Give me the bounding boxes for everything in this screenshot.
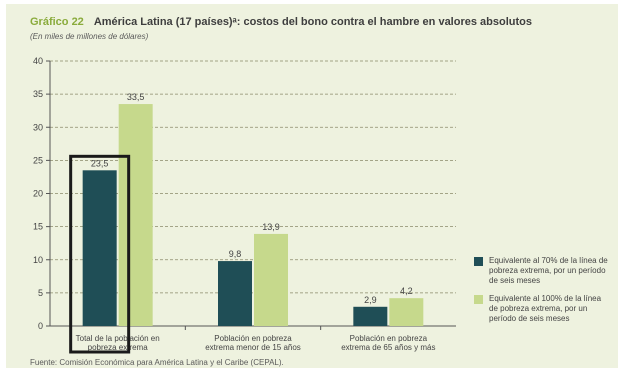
category-label: Población en pobreza extrema de 65 años y…	[341, 334, 435, 352]
legend-item-series-2: Equivalente al 100% de la línea de pobre…	[474, 294, 609, 324]
highlight-box	[69, 154, 131, 354]
data-label-series-2: 4,2	[400, 286, 413, 296]
legend-item-series-1: Equivalente al 70% de la línea de pobrez…	[474, 256, 609, 286]
data-label-series-2: 13,9	[262, 222, 280, 232]
bar-series-1	[353, 306, 388, 326]
chart-title: Gráfico 22 América Latina (17 países)ᵃ: c…	[30, 16, 532, 28]
y-tick-label: 40	[33, 56, 43, 66]
bar-series-2	[389, 298, 424, 326]
category-label: Total de la población en pobreza extrema	[76, 334, 160, 352]
y-tick-label: 30	[33, 122, 43, 132]
chart-title-text: América Latina (17 países)ᵃ: costos del …	[93, 16, 532, 28]
y-tick-label: 5	[38, 288, 43, 298]
data-label-series-1: 9,8	[229, 249, 242, 259]
legend-swatch-series-2	[474, 295, 483, 304]
legend-swatch-series-1	[474, 257, 483, 266]
legend-label-series-2: Equivalente al 100% de la línea de pobre…	[489, 294, 602, 323]
data-label-series-1: 23,5	[91, 158, 109, 168]
y-tick-label: 10	[33, 255, 43, 265]
data-label-series-2: 33,5	[127, 92, 145, 102]
bar-series-2	[254, 233, 288, 326]
y-tick-label: 35	[33, 89, 43, 99]
y-tick-label: 15	[33, 222, 43, 232]
data-label-series-1: 2,9	[364, 295, 377, 305]
chart-number: Gráfico 22	[30, 16, 84, 28]
bar-series-1	[82, 170, 117, 326]
legend-label-series-1: Equivalente al 70% de la línea de pobrez…	[489, 256, 608, 285]
category-label: Población en pobreza extrema menor de 15 …	[205, 334, 301, 352]
bar-series-2	[118, 104, 153, 326]
source-note: Fuente: Comisión Económica para América …	[30, 358, 284, 367]
chart-subtitle: (En miles de millones de dólares)	[30, 32, 149, 41]
y-tick-label: 20	[33, 189, 43, 199]
bar-series-1	[218, 261, 252, 326]
y-tick-label: 25	[33, 155, 43, 165]
y-tick-label: 0	[38, 321, 43, 331]
